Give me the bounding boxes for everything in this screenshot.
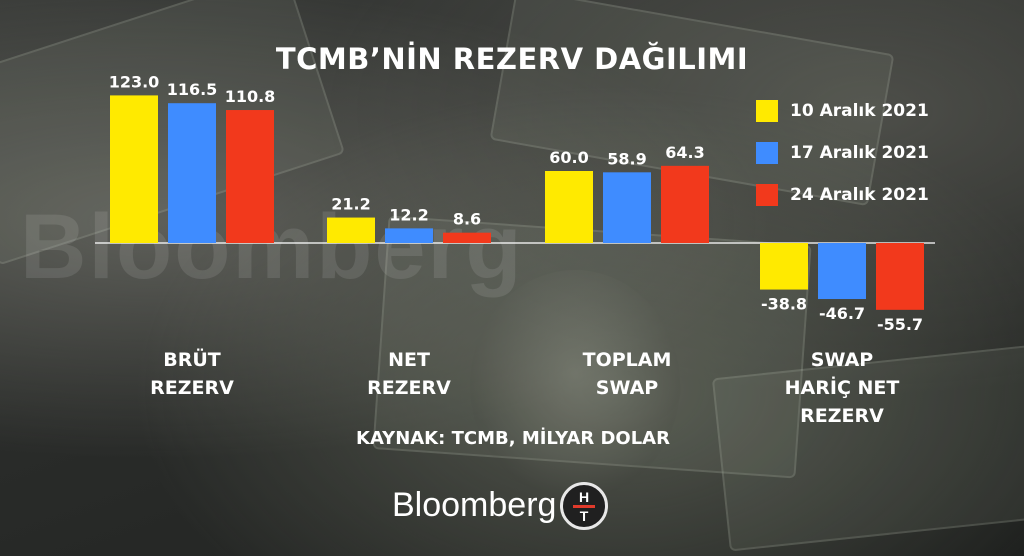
source-note: KAYNAK: TCMB, MİLYAR DOLAR: [356, 428, 670, 449]
bar: [168, 103, 216, 243]
ht-logo-icon: H T: [560, 482, 608, 530]
data-label: 58.9: [607, 149, 646, 168]
legend-label: 10 Aralık 2021: [790, 101, 929, 121]
legend-swatch: [756, 142, 778, 164]
category-label-line: TOPLAM: [582, 349, 672, 371]
data-label: 60.0: [549, 148, 588, 167]
bar: [226, 110, 274, 243]
legend-item: 24 Aralık 2021: [756, 174, 929, 216]
bar: [760, 243, 808, 290]
category-label-line: SWAP: [810, 349, 874, 371]
category-label: TOPLAM SWAP: [552, 346, 702, 402]
data-label: 8.6: [453, 210, 481, 229]
legend-swatch: [756, 184, 778, 206]
legend-swatch: [756, 100, 778, 122]
category-label-line: NET: [388, 349, 430, 371]
category-label-line: REZERV: [150, 377, 234, 399]
data-label: 12.2: [389, 205, 428, 224]
banknote-portrait: [470, 270, 680, 500]
bar: [818, 243, 866, 300]
category-label-line: SWAP: [595, 377, 659, 399]
legend: 10 Aralık 2021 17 Aralık 2021 24 Aralık 20…: [756, 90, 929, 216]
bar: [327, 217, 375, 243]
bar: [603, 172, 651, 243]
category-label: SWAP HARİÇ NET REZERV: [767, 346, 917, 430]
bar: [661, 165, 709, 243]
data-label: 64.3: [665, 143, 704, 162]
legend-item: 10 Aralık 2021: [756, 90, 929, 132]
data-label: 123.0: [109, 72, 160, 91]
ht-logo-letter: T: [579, 507, 589, 524]
data-label: 110.8: [225, 87, 276, 106]
legend-label: 24 Aralık 2021: [790, 185, 929, 205]
category-label: NET REZERV: [334, 346, 484, 402]
category-label-line: HARİÇ NET: [784, 377, 900, 399]
category-label-line: BRÜT: [163, 349, 221, 371]
bar: [876, 243, 924, 310]
legend-label: 17 Aralık 2021: [790, 143, 929, 163]
bar: [385, 228, 433, 243]
data-label: -38.8: [761, 295, 807, 314]
data-label: 21.2: [331, 195, 370, 214]
bloomberg-logo: Bloomberg: [392, 486, 557, 524]
data-label: -46.7: [819, 304, 865, 323]
legend-item: 17 Aralık 2021: [756, 132, 929, 174]
chart-title: TCMB’NİN REZERV DAĞILIMI: [275, 42, 749, 76]
bar: [443, 232, 491, 243]
category-label-line: REZERV: [800, 405, 884, 427]
category-label-line: REZERV: [367, 377, 451, 399]
data-label: -55.7: [877, 315, 923, 334]
ht-logo-letter: H: [578, 488, 590, 505]
bar: [110, 95, 158, 244]
bar: [545, 171, 593, 243]
data-label: 116.5: [167, 80, 218, 99]
category-label: BRÜT REZERV: [117, 346, 267, 402]
ht-logo-bar: [573, 504, 595, 508]
